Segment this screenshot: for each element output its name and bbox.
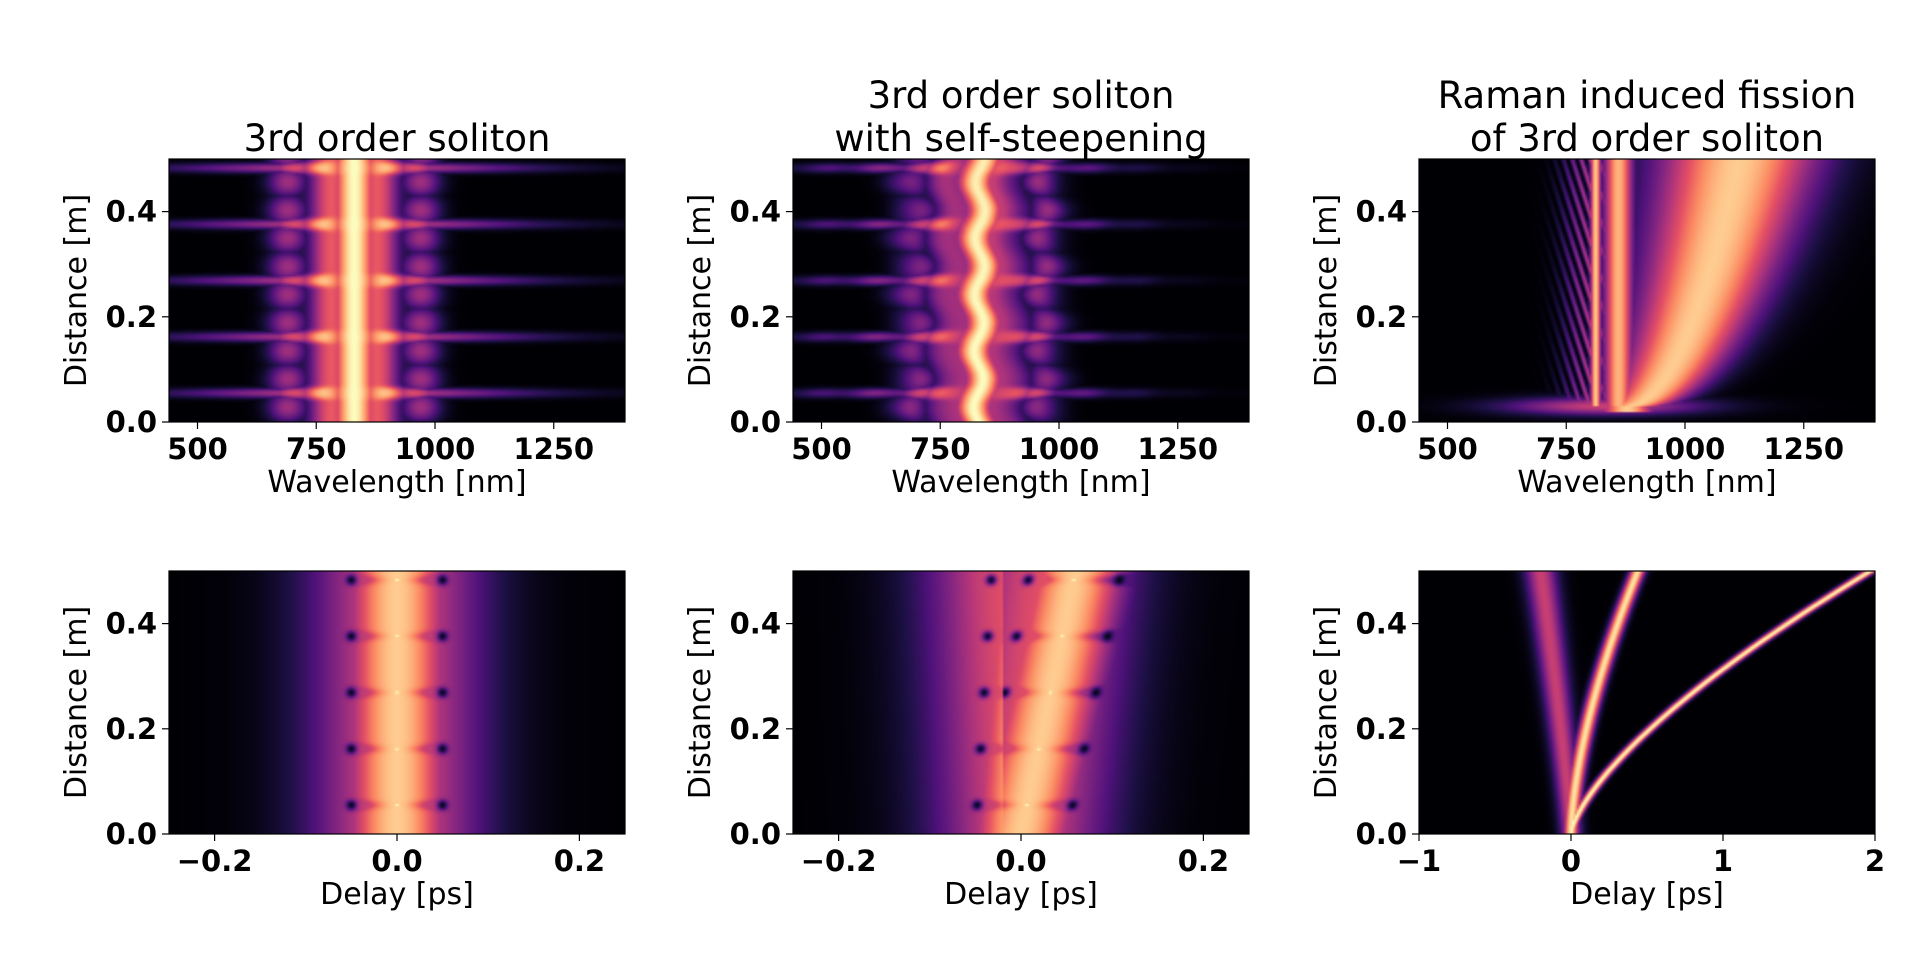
subplot-3: 500 750 1000 1250 0.0 0.2 0.4 Wavelength [nm] Di… — [1309, 74, 1876, 500]
y-tick-label: 0.2 — [106, 712, 157, 746]
subplot-title: Raman induced fission — [1438, 74, 1857, 117]
subplot-title: 3rd order soliton — [868, 74, 1175, 117]
y-axis-label: Distance [m] — [683, 606, 718, 799]
subplot-title: of 3rd order soliton — [1470, 117, 1824, 160]
y-tick-label: 0.0 — [106, 405, 157, 439]
y-tick-label: 0.0 — [1356, 817, 1407, 851]
subplot-1: 500 750 1000 1250 0.0 0.2 0.4 Wavelength [nm] Di… — [59, 117, 626, 500]
x-tick-label: 1250 — [513, 432, 594, 466]
x-tick-label: 750 — [286, 432, 347, 466]
x-tick-label: 500 — [167, 432, 228, 466]
y-tick-label: 0.2 — [730, 300, 781, 334]
y-axis-label: Distance [m] — [1309, 194, 1344, 387]
y-tick-label: 0.2 — [1356, 300, 1407, 334]
subplot-2: 500 750 1000 1250 0.0 0.2 0.4 Wavelength [nm] Di… — [683, 74, 1250, 500]
subplot-4: −0.2 0.0 0.2 0.0 0.2 0.4 Delay [ps] Distance [m… — [59, 570, 626, 912]
y-tick-label: 0.0 — [1356, 405, 1407, 439]
x-tick-label: 0.0 — [995, 844, 1046, 878]
y-tick-label: 0.2 — [1356, 712, 1407, 746]
subplot-5: −0.2 0.0 0.2 0.0 0.2 0.4 Delay [ps] Distance [m… — [683, 570, 1250, 912]
y-tick-label: 0.2 — [106, 300, 157, 334]
heatmap-image — [793, 571, 1249, 834]
y-tick-label: 0.0 — [730, 817, 781, 851]
x-tick-label: 1 — [1713, 844, 1733, 878]
x-tick-label: 1000 — [1645, 432, 1726, 466]
subplot-title: 3rd order soliton — [244, 117, 551, 160]
y-tick-label: 0.4 — [106, 607, 157, 641]
x-tick-label: 1250 — [1137, 432, 1218, 466]
y-tick-label: 0.4 — [730, 607, 781, 641]
x-tick-label: 1250 — [1763, 432, 1844, 466]
heatmap-image — [169, 159, 625, 422]
subplot-title: with self-steepening — [834, 117, 1207, 160]
x-tick-label: 750 — [1536, 432, 1597, 466]
x-tick-label: 0 — [1561, 844, 1581, 878]
x-tick-label: 500 — [791, 432, 852, 466]
x-axis-label: Delay [ps] — [944, 877, 1098, 912]
x-tick-label: −0.2 — [177, 844, 253, 878]
x-tick-label: −0.2 — [801, 844, 877, 878]
y-tick-label: 0.2 — [730, 712, 781, 746]
x-tick-label: −1 — [1397, 844, 1441, 878]
y-tick-label: 0.4 — [1356, 195, 1407, 229]
x-tick-label: 1000 — [395, 432, 476, 466]
y-axis-label: Distance [m] — [1309, 606, 1344, 799]
x-tick-label: 0.2 — [554, 844, 605, 878]
y-axis-label: Distance [m] — [683, 194, 718, 387]
axes-frame — [1418, 570, 1876, 835]
heatmap-image — [1419, 571, 1875, 834]
x-axis-label: Wavelength [nm] — [891, 465, 1150, 500]
x-tick-label: 500 — [1417, 432, 1478, 466]
axes-frame — [168, 158, 626, 423]
y-tick-label: 0.4 — [106, 195, 157, 229]
y-axis-label: Distance [m] — [59, 194, 94, 387]
x-tick-label: 1000 — [1019, 432, 1100, 466]
y-tick-label: 0.0 — [730, 405, 781, 439]
x-axis-label: Wavelength [nm] — [1517, 465, 1776, 500]
axes-frame — [792, 158, 1250, 423]
x-axis-label: Delay [ps] — [320, 877, 474, 912]
x-tick-label: 2 — [1865, 844, 1885, 878]
y-tick-label: 0.4 — [1356, 607, 1407, 641]
subplot-6: −1 0 1 2 0.0 0.2 0.4 Delay [ps] Distance [m] — [1309, 570, 1885, 912]
y-tick-label: 0.0 — [106, 817, 157, 851]
x-tick-label: 750 — [910, 432, 971, 466]
y-tick-label: 0.4 — [730, 195, 781, 229]
heatmap-image — [793, 159, 1249, 422]
heatmap-image — [1419, 159, 1875, 422]
x-tick-label: 0.0 — [371, 844, 422, 878]
x-tick-label: 0.2 — [1178, 844, 1229, 878]
heatmap-image — [169, 571, 625, 834]
axes-frame — [1418, 158, 1876, 423]
x-axis-label: Wavelength [nm] — [267, 465, 526, 500]
y-axis-label: Distance [m] — [59, 606, 94, 799]
x-axis-label: Delay [ps] — [1570, 877, 1724, 912]
